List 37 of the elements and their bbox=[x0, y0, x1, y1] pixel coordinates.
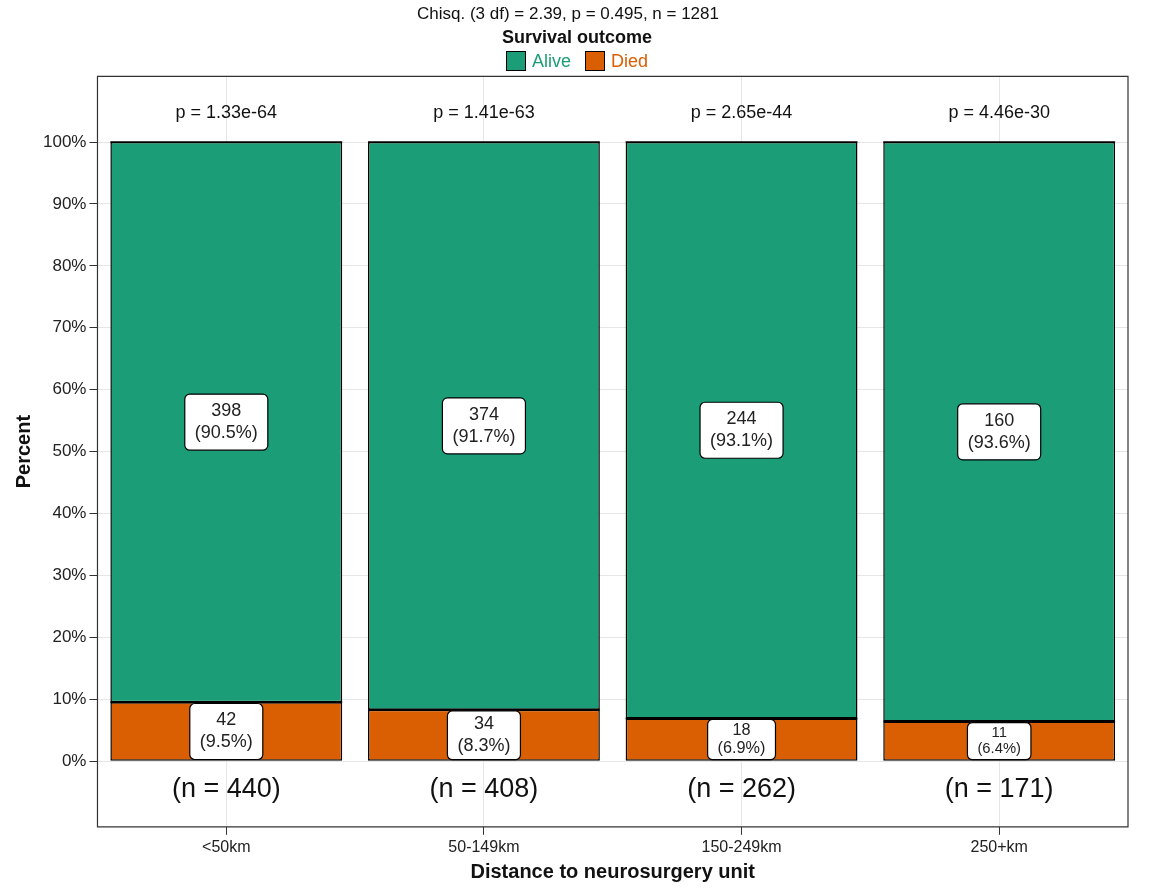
annotation: p = 4.46e-30 bbox=[948, 102, 1050, 123]
annotation: (n = 408) bbox=[429, 773, 539, 804]
y-tick-label: 90% bbox=[52, 193, 87, 213]
y-tick-label: 30% bbox=[52, 565, 87, 585]
y-tick-label: 20% bbox=[52, 627, 87, 647]
y-tick-label: 60% bbox=[52, 379, 87, 399]
x-tick-label: 50-149km bbox=[448, 837, 520, 855]
data-label: 11 (6.4%) bbox=[977, 724, 1021, 756]
annotation: (n = 262) bbox=[687, 773, 796, 804]
y-tick-label: 40% bbox=[52, 503, 87, 523]
data-label: 374 (91.7%) bbox=[452, 403, 516, 446]
legend-label: Died bbox=[610, 50, 649, 72]
data-label: 34 (8.3%) bbox=[457, 713, 511, 755]
annotation: p = 1.41e-63 bbox=[433, 102, 535, 123]
y-tick-label: 80% bbox=[52, 255, 87, 275]
data-label: 160 (93.6%) bbox=[967, 409, 1031, 452]
data-label: 244 (93.1%) bbox=[710, 408, 774, 451]
chart-title: Chisq. (3 df) = 2.39, p = 0.495, n = 1281 bbox=[417, 3, 719, 23]
y-axis-title: Percent bbox=[11, 414, 34, 489]
x-tick-label: 150-249km bbox=[701, 837, 782, 855]
y-tick-label: 0% bbox=[61, 750, 87, 770]
data-label: 398 (90.5%) bbox=[194, 400, 258, 443]
y-tick-label: 50% bbox=[52, 441, 87, 461]
annotation: p = 1.33e-64 bbox=[175, 102, 278, 123]
legend-title: Survival outcome bbox=[500, 26, 653, 48]
annotation: p = 2.65e-44 bbox=[690, 102, 793, 123]
text: Alive bbox=[531, 50, 571, 72]
x-tick-label: 250+km bbox=[970, 837, 1028, 855]
y-tick-label: 10% bbox=[52, 688, 87, 708]
data-label: 18 (6.9%) bbox=[717, 720, 766, 756]
annotation: (n = 440) bbox=[171, 773, 281, 804]
y-tick-label: 70% bbox=[52, 317, 87, 337]
x-tick-label: <50km bbox=[202, 837, 251, 855]
annotation: (n = 171) bbox=[944, 773, 1054, 804]
data-label: 42 (9.5%) bbox=[199, 709, 253, 752]
y-tick-label: 100% bbox=[43, 131, 87, 151]
x-axis-title: Distance to neurosurgery unit bbox=[470, 859, 756, 882]
